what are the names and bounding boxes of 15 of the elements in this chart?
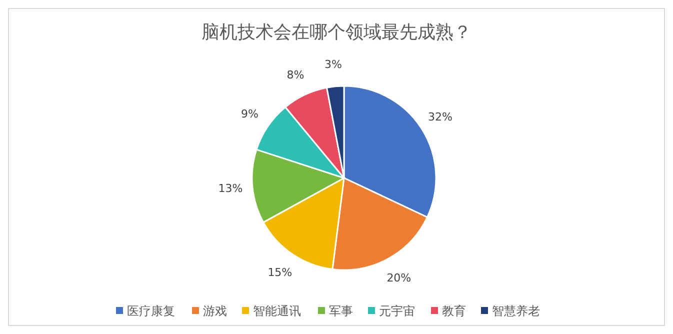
data-label: 3%	[324, 58, 342, 72]
data-label: 20%	[386, 271, 412, 284]
data-label: 15%	[268, 266, 292, 279]
data-label: 9%	[240, 107, 258, 120]
legend-label: 教育	[442, 304, 466, 318]
legend-label: 智能通讯	[253, 304, 301, 318]
data-label: 32%	[428, 110, 452, 124]
data-label: 8%	[286, 68, 304, 82]
data-label: 13%	[218, 182, 243, 196]
chart-title: 脑机技术会在哪个领域最先成熟？	[202, 22, 472, 43]
legend-label: 军事	[329, 304, 353, 318]
legend-label: 医疗康复	[127, 304, 175, 318]
legend-label: 元宇宙	[379, 304, 415, 318]
legend-label: 游戏	[203, 304, 227, 318]
legend-label: 智慧养老	[492, 304, 540, 318]
